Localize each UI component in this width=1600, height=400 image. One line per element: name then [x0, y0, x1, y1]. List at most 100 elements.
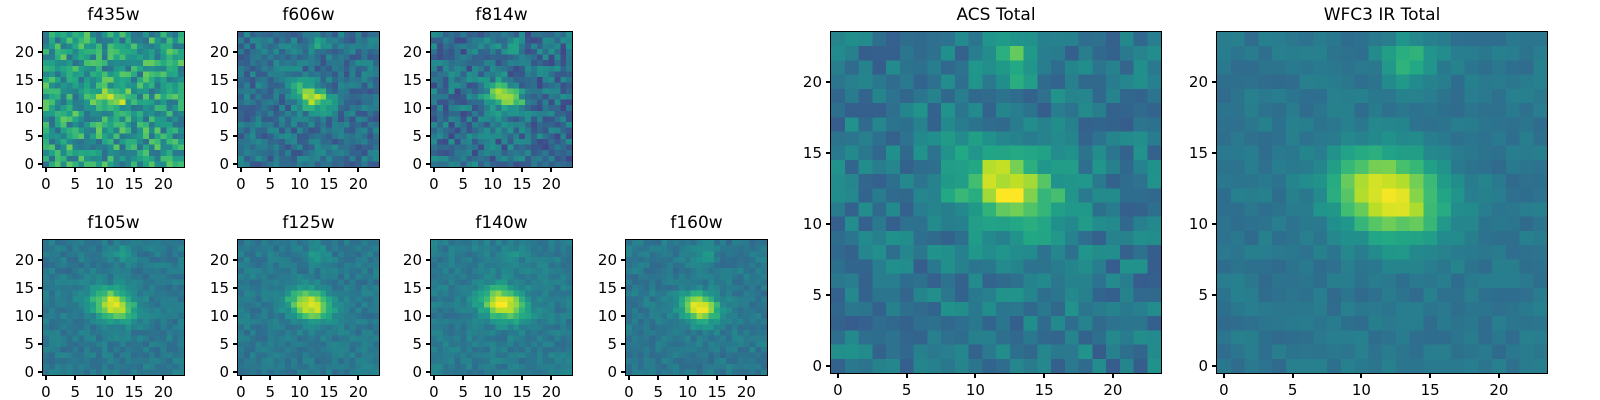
panel-f435w: f435w 0 5 10 15 20 0 5 10 15 20: [15, 5, 185, 193]
x-tick-label: 15: [512, 383, 532, 400]
x-tick-mark: [1111, 373, 1114, 378]
y-tick-label: 10: [402, 98, 422, 117]
y-tick-label: 10: [14, 306, 34, 325]
x-tick-label: 10: [1351, 381, 1371, 399]
panel-f814w: f814w 0 5 10 15 20 0 5 10 15 20: [403, 5, 573, 193]
y-tick-label: 5: [24, 335, 34, 354]
x-tick-label: 5: [901, 381, 912, 399]
y-tick-label: 10: [802, 214, 822, 233]
y-tick-mark: [426, 286, 431, 289]
y-tick-label: 10: [209, 98, 229, 117]
x-tick-mark: [745, 375, 748, 380]
y-tick-label: 0: [1198, 356, 1208, 375]
x-tick-mark: [103, 375, 106, 380]
panel-title: ACS Total: [956, 5, 1036, 25]
x-tick-mark: [298, 375, 301, 380]
y-tick-label: 0: [24, 363, 34, 382]
panel-wfc3-ir-total: WFC3 IR Total 0 5 10 15 20 0 5 10 15 20: [1189, 5, 1548, 399]
y-tick-label: 20: [597, 250, 617, 269]
x-tick-mark: [1360, 373, 1363, 378]
x-tick-label: 10: [483, 175, 503, 193]
y-tick-label: 10: [209, 306, 229, 325]
y-tick-label: 20: [14, 250, 34, 269]
x-tick-mark: [1429, 373, 1432, 378]
y-tick-label: 10: [14, 98, 34, 117]
y-tick-mark: [38, 343, 43, 346]
x-tick-label: 5: [265, 383, 276, 400]
x-tick-mark: [133, 375, 136, 380]
x-tick-label: 5: [458, 383, 469, 400]
heatmap-plot: 0 5 10 15 20 0 5 10 15 20: [15, 239, 185, 400]
x-tick-mark: [74, 167, 77, 172]
x-tick-label: 20: [541, 175, 561, 193]
y-tick-label: 5: [1198, 285, 1208, 304]
y-tick-label: 20: [209, 250, 229, 269]
y-tick-mark: [426, 163, 431, 166]
x-tick-label: 20: [736, 383, 756, 400]
x-tick-mark: [239, 375, 242, 380]
x-tick-label: 20: [541, 383, 561, 400]
x-tick-label: 0: [624, 383, 634, 400]
panel-title: WFC3 IR Total: [1323, 5, 1441, 25]
y-tick-label: 5: [412, 127, 422, 146]
panel-f606w: f606w 0 5 10 15 20 0 5 10 15 20: [210, 5, 380, 193]
y-tick-label: 10: [1188, 214, 1208, 233]
x-tick-label: 10: [483, 383, 503, 400]
panel-title: f606w: [282, 5, 335, 25]
x-tick-mark: [269, 375, 272, 380]
x-tick-label: 15: [319, 175, 339, 193]
x-tick-mark: [239, 167, 242, 172]
y-tick-label: 5: [812, 285, 822, 304]
y-tick-label: 15: [14, 278, 34, 297]
y-tick-mark: [38, 135, 43, 138]
x-tick-label: 0: [1219, 381, 1229, 399]
heatmap-canvas: [431, 240, 572, 375]
y-tick-mark: [1212, 364, 1217, 367]
y-tick-mark: [1212, 222, 1217, 225]
x-tick-label: 5: [653, 383, 664, 400]
y-tick-mark: [426, 50, 431, 53]
y-tick-mark: [233, 50, 238, 53]
heatmap-canvas: [626, 240, 767, 375]
x-tick-mark: [657, 375, 660, 380]
x-tick-label: 15: [512, 175, 532, 193]
x-tick-label: 10: [95, 383, 115, 400]
y-tick-label: 0: [24, 155, 34, 174]
y-tick-mark: [826, 151, 831, 154]
panel-title: f140w: [475, 213, 528, 233]
y-tick-mark: [233, 78, 238, 81]
y-tick-mark: [426, 371, 431, 374]
x-tick-label: 5: [70, 383, 81, 400]
x-tick-label: 10: [290, 175, 310, 193]
y-tick-mark: [621, 371, 626, 374]
y-tick-label: 15: [402, 70, 422, 89]
x-tick-label: 5: [1287, 381, 1298, 399]
x-tick-mark: [103, 167, 106, 172]
y-tick-mark: [426, 78, 431, 81]
x-tick-mark: [1291, 373, 1294, 378]
y-tick-mark: [826, 222, 831, 225]
y-tick-label: 15: [802, 143, 822, 162]
y-tick-label: 5: [24, 127, 34, 146]
x-tick-label: 20: [1489, 381, 1509, 399]
x-tick-label: 15: [124, 175, 144, 193]
y-tick-mark: [233, 258, 238, 261]
x-tick-label: 20: [348, 175, 368, 193]
x-tick-label: 15: [707, 383, 727, 400]
heatmap-plot: 0 5 10 15 20 0 5 10 15 20: [403, 31, 573, 193]
x-tick-label: 15: [319, 383, 339, 400]
y-tick-mark: [426, 106, 431, 109]
panel-f140w: f140w 0 5 10 15 20 0 5 10 15 20: [403, 213, 573, 400]
x-tick-mark: [550, 167, 553, 172]
panel-f125w: f125w 0 5 10 15 20 0 5 10 15 20: [210, 213, 380, 400]
x-tick-mark: [357, 167, 360, 172]
y-tick-mark: [38, 78, 43, 81]
x-tick-mark: [44, 375, 47, 380]
x-tick-mark: [298, 167, 301, 172]
x-tick-mark: [462, 167, 465, 172]
y-tick-mark: [426, 314, 431, 317]
x-tick-label: 5: [458, 175, 469, 193]
x-tick-label: 0: [236, 175, 246, 193]
y-tick-mark: [38, 163, 43, 166]
